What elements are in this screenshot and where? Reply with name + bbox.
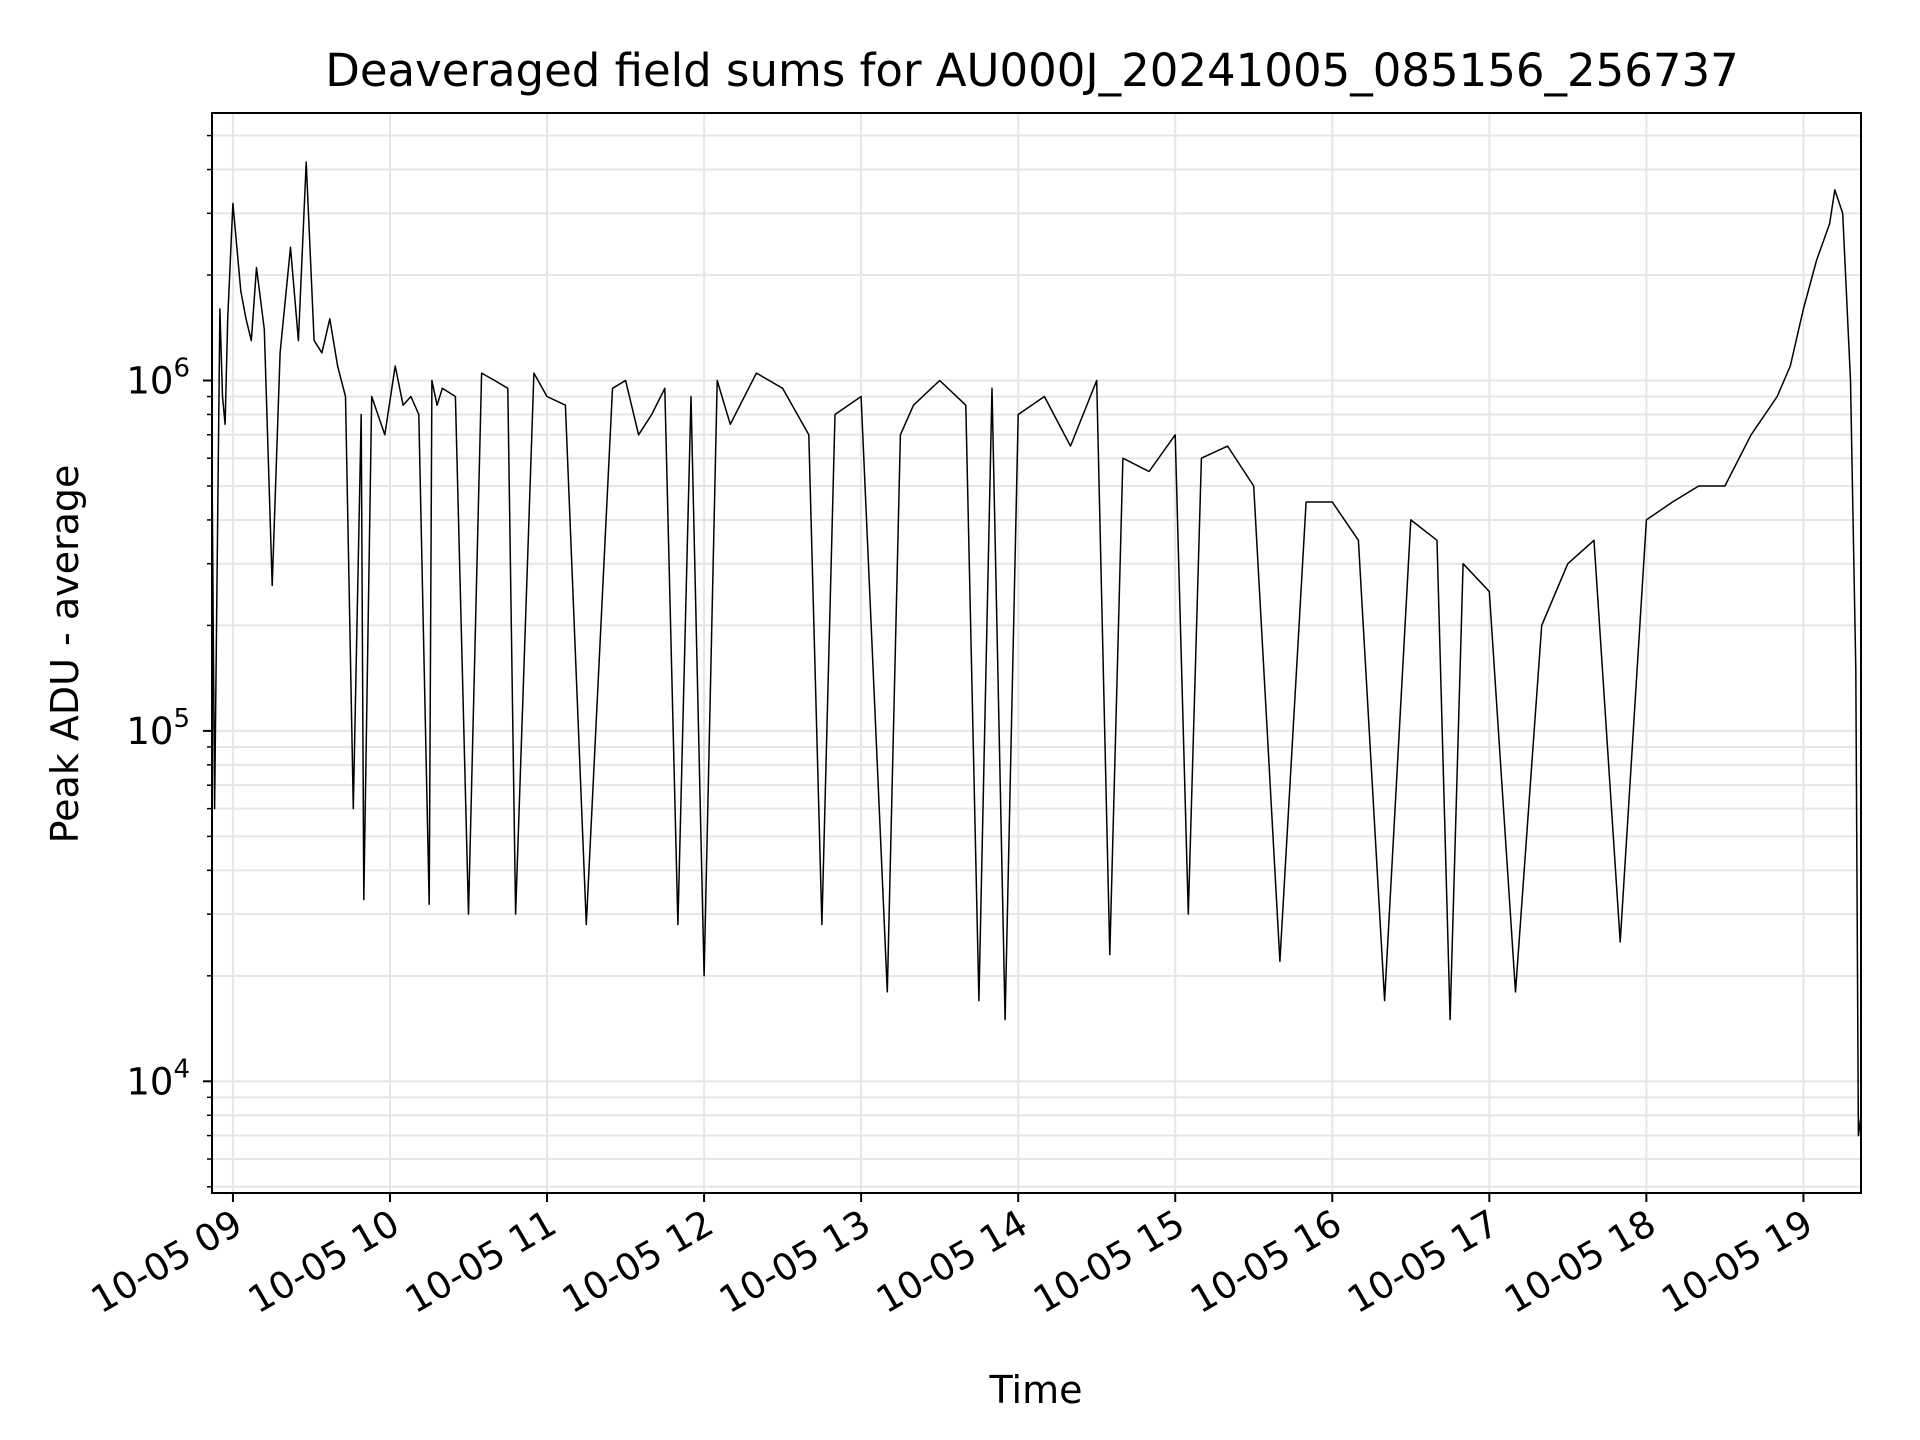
x-tick-label: 10-05 17 <box>1340 1202 1506 1322</box>
x-tick-label: 10-05 19 <box>1654 1202 1820 1322</box>
y-axis: 104 105 106 <box>126 134 212 1188</box>
y-axis-label: Peak ADU - average <box>43 465 87 844</box>
y-tick-label: 104 <box>126 1054 190 1103</box>
series-line-0 <box>211 161 1862 1137</box>
plot-frame <box>211 112 1862 1194</box>
y-tick-label: 105 <box>126 704 190 753</box>
grid <box>212 113 1861 1193</box>
chart-title: Deaveraged field sums for AU000J_2024100… <box>325 44 1739 97</box>
x-tick-label: 10-05 13 <box>712 1202 878 1322</box>
y-tick-label: 106 <box>126 354 190 403</box>
x-tick-label: 10-05 10 <box>241 1202 407 1322</box>
x-tick-label: 10-05 12 <box>555 1202 721 1322</box>
x-tick-label: 10-05 16 <box>1183 1202 1349 1322</box>
series-layer <box>211 161 1862 1137</box>
x-tick-label: 10-05 11 <box>398 1202 564 1322</box>
x-tick-label: 10-05 15 <box>1026 1202 1192 1322</box>
x-tick-label: 10-05 09 <box>84 1202 250 1322</box>
x-tick-label: 10-05 18 <box>1497 1202 1663 1322</box>
x-tick-label: 10-05 14 <box>869 1202 1035 1322</box>
x-axis-label: Time <box>989 1368 1083 1412</box>
